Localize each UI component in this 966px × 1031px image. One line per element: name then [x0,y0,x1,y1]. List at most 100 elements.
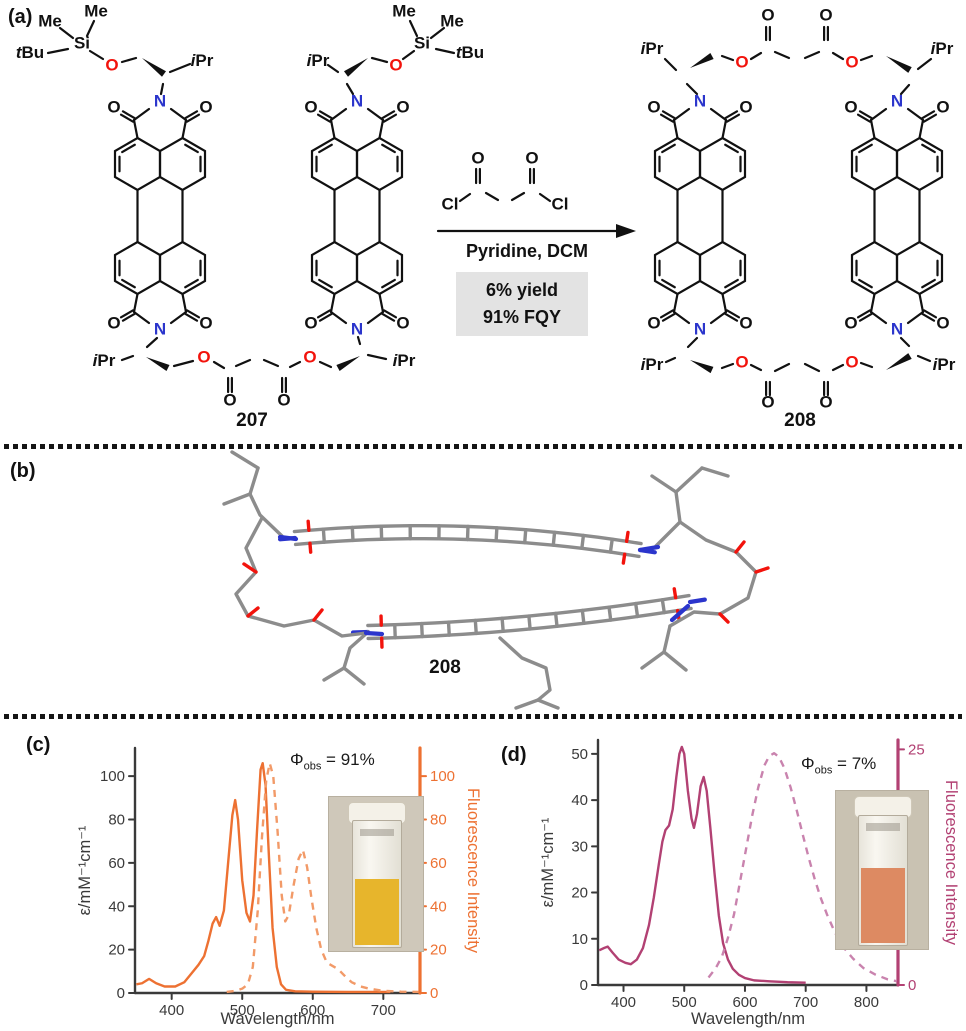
phi-value: = 7% [832,754,877,773]
sample-photo-inset [328,796,424,952]
crystal-structure-model: 208 [222,450,770,710]
atom-label-ipr: iPr [307,51,330,70]
separator-dotted-1 [4,444,962,449]
atom-label-o: O [647,97,660,116]
atom-label-o: O [936,97,949,116]
y-tick-label-left: 20 [571,885,588,902]
atom-label-n: N [694,319,706,338]
x-tick-label: 600 [300,1002,325,1019]
atom-label-o: O [199,313,212,332]
atom-label-si: Si [74,33,90,52]
phi-symbol: Φ [290,750,304,769]
atom-label-o: O [739,313,752,332]
atom-label-n: N [154,319,166,338]
y-tick-label-right: 25 [908,741,925,758]
vial-label-band [866,823,900,832]
series-absorption [598,745,806,984]
phi-value: = 91% [321,750,375,769]
y-tick-label-left: 40 [571,792,588,809]
atom-label-n: N [351,91,363,110]
y-tick-label-right: 20 [430,942,447,959]
vial-liquid [354,879,400,945]
sample-photo-inset [835,790,929,950]
atom-label-o: O [525,148,538,167]
vial-glass [858,814,908,947]
atom-label-ipr: iPr [393,351,416,370]
yield-text: 6% yield [485,280,559,300]
atom-label-o: O [389,55,402,74]
structure-207: Me Me Si tBu O iPr Me Me Si tBu O iPr N … [16,1,484,431]
atom-label-o: O [845,352,858,371]
atom-label-o: O [223,390,236,409]
y-tick-label-left: 80 [108,812,125,829]
atom-label-me: Me [392,1,416,20]
y-tick-label-right: 0 [908,977,916,994]
atom-label-o: O [761,5,774,24]
x-axis-label: Wavelength/nm [691,1010,805,1028]
reaction-conditions: Pyridine, DCM [465,241,589,261]
y-tick-label-right: 100 [430,768,455,785]
atom-label-me: Me [84,1,108,20]
atom-label-me: Me [440,11,464,30]
atom-label-n: N [351,319,363,338]
atom-label-n: N [891,91,903,110]
model-sticks [222,450,770,710]
y-tick-label-left: 10 [571,931,588,948]
y-tick-label-left: 100 [100,768,125,785]
panel-b-label: (b) [10,460,36,482]
atom-label-o: O [396,313,409,332]
atom-label-tbu: tBu [456,43,484,62]
panel-c-label: (c) [26,734,51,756]
y-tick-label-right: 60 [430,855,447,872]
y-tick-label-left: 50 [571,746,588,763]
atom-label-o: O [304,313,317,332]
y-axis-label-right: Fluorescence Intensity [464,788,482,954]
x-tick-label: 700 [371,1002,396,1019]
y-tick-label-left: 0 [580,977,588,994]
y-tick-label-right: 80 [430,812,447,829]
atom-label-o: O [819,392,832,411]
vial-liquid [860,867,905,943]
phi-subscript: obs [814,764,833,777]
quantum-yield-annotation: Φobs = 91% [290,750,375,772]
vial-label-band [359,828,395,837]
atom-label-o: O [735,52,748,71]
spectra-chart-c: 400 500 600 700 0 20 40 60 80 100 0 20 40 60 80 100 Wave… [76,746,482,1028]
atom-label-ipr: iPr [641,355,664,374]
y-axis-label-left: ε/mM⁻¹cm⁻¹ [76,825,94,915]
atom-label-o: O [303,347,316,366]
atom-label-o: O [277,390,290,409]
phi-symbol: Φ [801,754,815,773]
y-tick-label-left: 30 [571,838,588,855]
quantum-yield-annotation: Φobs = 7% [801,754,876,776]
atom-label-o: O [304,97,317,116]
reaction-scheme: Me Me Si tBu O iPr Me Me Si tBu O iPr N … [16,1,956,431]
panel-c: (c) 400 500 600 700 0 20 40 60 80 100 0 20 40 60 80 100… [0,722,483,1031]
y-tick-label-left: 0 [117,985,125,1002]
atom-label-ipr: iPr [931,39,954,58]
atom-label-cl: Cl [442,194,459,213]
scheme-bonds [46,19,944,397]
atom-label-n: N [694,91,706,110]
x-axis-label: Wavelength/nm [220,1010,334,1028]
atom-label-o: O [107,97,120,116]
atom-label-ipr: iPr [641,39,664,58]
x-tick-label: 400 [611,994,636,1011]
model-compound-label: 208 [429,657,461,678]
atom-label-o: O [396,97,409,116]
structure-208: iPr iPr iPr iPr O O O O O O O O N N N N … [641,5,956,431]
atom-label-n: N [154,91,166,110]
atom-label-tbu: tBu [16,43,44,62]
panel-a-label: (a) [8,6,33,28]
atom-label-o: O [647,313,660,332]
atom-label-o: O [199,97,212,116]
atom-label-o: O [105,55,118,74]
atom-label-o: O [844,313,857,332]
atom-label-o: O [761,392,774,411]
compound-number-208: 208 [784,410,816,431]
atom-label-o: O [107,313,120,332]
atom-label-o: O [739,97,752,116]
y-tick-label-left: 40 [108,898,125,915]
x-tick-label: 500 [672,994,697,1011]
